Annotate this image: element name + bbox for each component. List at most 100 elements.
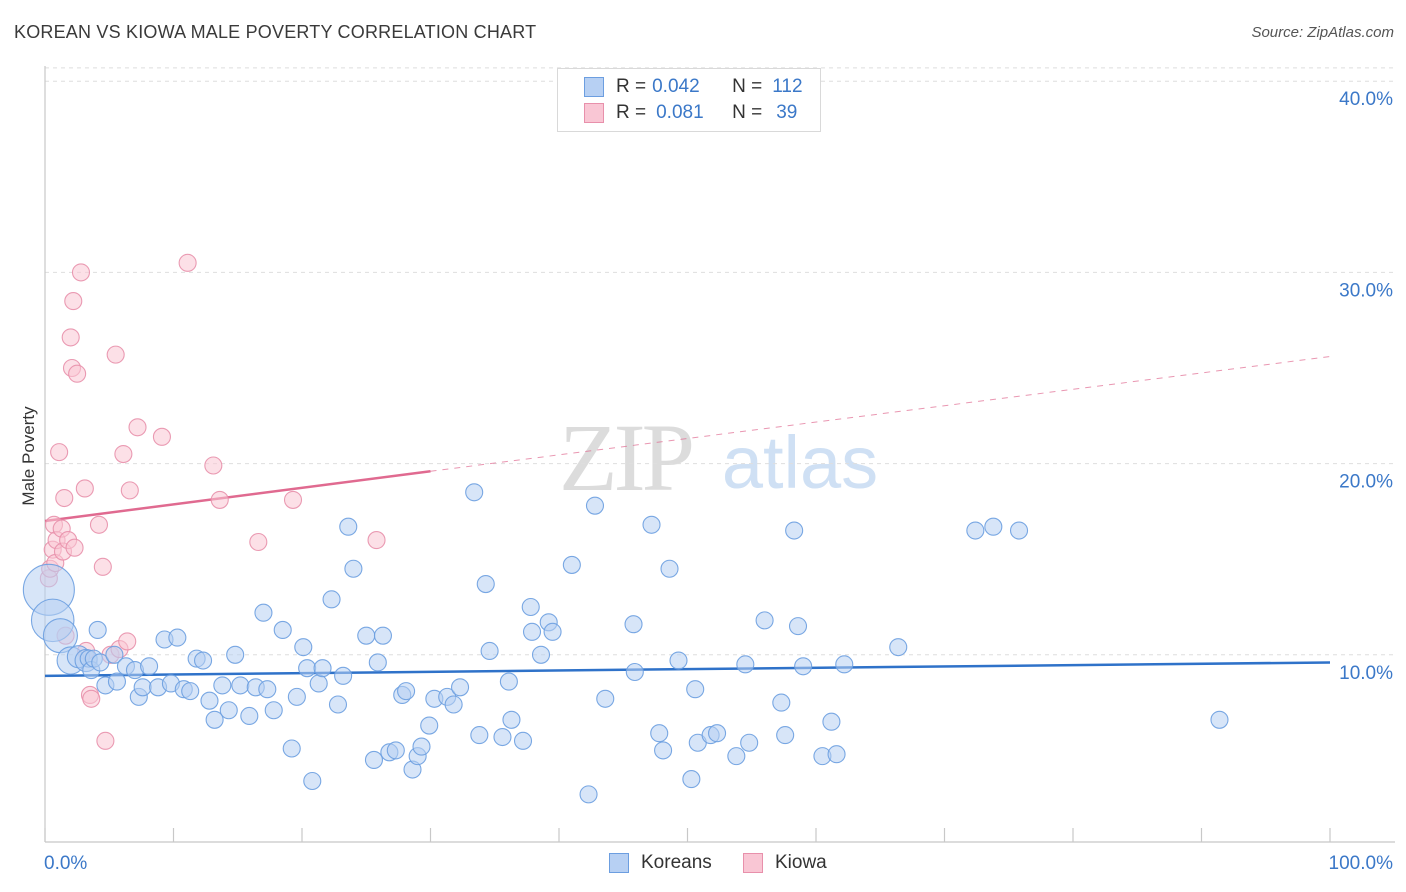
korean-point (334, 666, 353, 685)
kiowa-swatch (584, 103, 604, 123)
korean-point (543, 622, 562, 641)
y-tick-label: 40.0% (1339, 89, 1393, 110)
korean-point (727, 747, 746, 766)
korean-point (205, 710, 224, 729)
korean-point (107, 672, 127, 691)
kiowa-point (210, 490, 229, 509)
r-label: R = (616, 102, 647, 123)
korean-point (368, 653, 387, 672)
korean-point (140, 657, 159, 676)
kiowa-point (106, 345, 125, 364)
korean-point (309, 674, 328, 693)
kiowa-point (204, 456, 223, 475)
korean-point (465, 483, 484, 502)
y-tick-label: 20.0% (1339, 472, 1393, 493)
n-label: N = (732, 102, 763, 123)
kiowa-legend-swatch (743, 853, 763, 873)
korean-point (476, 575, 495, 594)
korean-point (596, 689, 615, 708)
korean-point (213, 676, 232, 695)
korean-point (287, 687, 306, 706)
r-value: 0.081 (656, 102, 704, 123)
korean-point (650, 724, 669, 743)
korean-point (562, 555, 581, 574)
korean-point (1210, 710, 1229, 729)
koreans-trend-line (44, 661, 1331, 678)
korean-point (827, 745, 846, 764)
korean-point (231, 676, 250, 695)
korean-point (966, 521, 985, 540)
y-tick-label: 10.0% (1339, 663, 1393, 684)
korean-point (412, 737, 431, 756)
korean-point (624, 615, 643, 634)
kiowa-point (68, 364, 87, 383)
kiowa-point (93, 557, 112, 576)
korean-point (822, 712, 841, 731)
kiowa-point (120, 481, 139, 500)
korean-point (339, 517, 358, 536)
watermark-atlas: atlas (722, 421, 878, 504)
korean-point (686, 680, 705, 699)
korean-point (240, 706, 259, 726)
kiowa-point (152, 427, 171, 446)
korean-point (521, 597, 540, 617)
korean-point (642, 515, 661, 534)
kiowa-point (128, 418, 147, 437)
kiowa-point (89, 515, 109, 534)
y-axis-label: Male Poverty (19, 406, 38, 506)
korean-point (889, 638, 908, 657)
korean-point (91, 653, 110, 672)
korean-point (313, 659, 332, 678)
kiowa-point (114, 444, 133, 464)
korean-point (660, 559, 679, 578)
stats-row-kiowa: R = 0.081 N = 39 (584, 101, 797, 125)
korean-point (785, 521, 804, 540)
korean-point (133, 678, 152, 697)
korean-point (984, 517, 1003, 536)
stats-row-koreans: R = 0.042 N = 112 (584, 75, 803, 99)
korean-point (794, 657, 813, 676)
korean-point (776, 726, 795, 745)
korean-point (181, 682, 200, 701)
kiowa-point (82, 689, 101, 708)
legend-label-koreans: Koreans (641, 852, 712, 873)
legend-item-koreans: Koreans (609, 852, 712, 874)
korean-point (168, 628, 187, 647)
kiowa-point (75, 479, 94, 498)
stats-legend: R = 0.042 N = 112 R = 0.081 N = 39 (557, 68, 821, 132)
korean-point (1009, 521, 1029, 540)
korean-point (499, 672, 518, 691)
kiowa-point (178, 253, 197, 272)
korean-point (344, 559, 363, 578)
korean-point (88, 620, 107, 639)
korean-point (585, 496, 605, 515)
source-credit: Source: ZipAtlas.com (1251, 24, 1394, 41)
korean-point (480, 641, 499, 661)
korean-point (226, 645, 245, 664)
korean-point (625, 662, 644, 682)
korean-point (294, 638, 313, 657)
korean-point (357, 626, 376, 645)
korean-point (328, 695, 348, 714)
korean-point (493, 727, 512, 747)
koreans-swatch (584, 77, 604, 97)
legend-label-kiowa: Kiowa (775, 852, 827, 873)
n-value: 39 (776, 102, 798, 123)
kiowa-point (50, 443, 69, 462)
korean-point (444, 695, 463, 714)
korean-point (254, 603, 273, 622)
korean-point (386, 741, 405, 760)
kiowa-point (118, 632, 137, 651)
korean-point (264, 701, 283, 720)
korean-point (200, 691, 219, 710)
kiowa-point (65, 538, 84, 557)
kiowa-point (96, 731, 115, 750)
korean-point (708, 724, 727, 743)
x-tick-label: 0.0% (44, 853, 87, 874)
korean-point (420, 716, 439, 735)
korean-point (502, 710, 521, 729)
kiowa-point (283, 490, 303, 509)
x-tick-label: 100.0% (1329, 853, 1394, 874)
korean-point (322, 590, 341, 609)
kiowa-point (64, 292, 83, 311)
